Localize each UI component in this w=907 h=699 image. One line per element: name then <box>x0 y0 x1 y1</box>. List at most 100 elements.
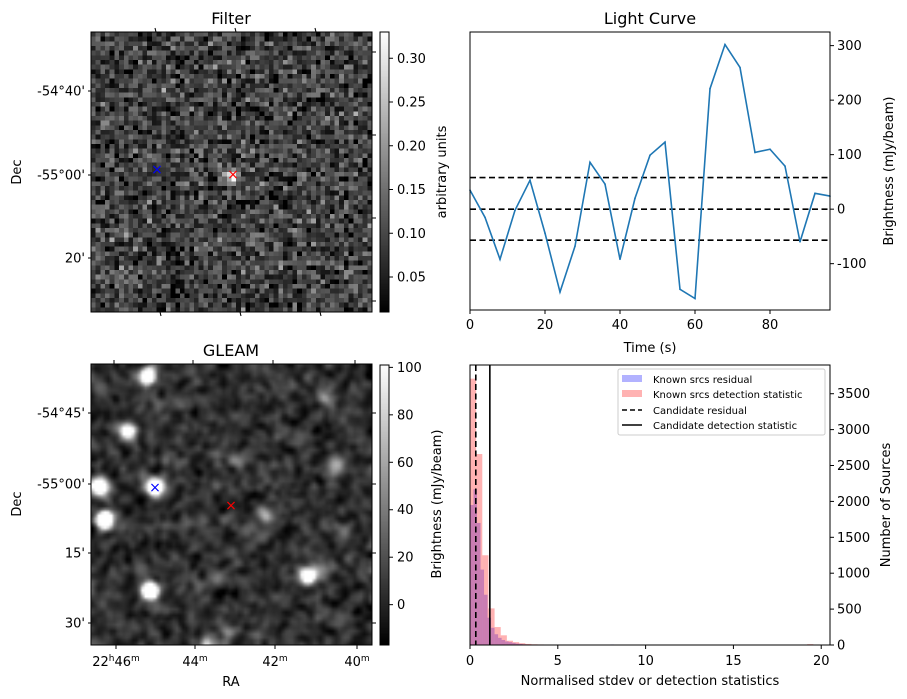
x-tick-label: 0 <box>466 654 474 669</box>
y-tick-label: 100 <box>837 148 862 163</box>
legend-label: Candidate residual <box>653 406 747 417</box>
histogram-bar <box>513 642 520 645</box>
histogram-bar <box>500 635 507 645</box>
gleam-xlabel: RA <box>222 675 240 690</box>
lightcurve-point <box>679 288 681 291</box>
histogram-bar <box>491 627 495 645</box>
colorbar-tick-label: 80 <box>397 408 414 423</box>
lightcurve-point <box>484 216 486 219</box>
histogram-bar <box>494 627 501 645</box>
legend-label: Known srcs residual <box>653 375 752 386</box>
colorbar-tick-label: 0.20 <box>397 139 426 154</box>
y-tick-label: 3500 <box>837 387 870 402</box>
histogram-bar <box>525 643 532 645</box>
y-tick-label: 2000 <box>837 495 870 510</box>
lightcurve-point <box>529 179 531 182</box>
histogram-bar <box>484 594 488 645</box>
gleam-ylabel: Dec <box>10 491 25 516</box>
x-tick-label: 80 <box>762 318 779 333</box>
ra-tick-label: 42m <box>262 654 287 670</box>
ra-tick-label: 22h46m <box>92 654 140 670</box>
x-tick-label: 10 <box>637 654 654 669</box>
lightcurve-point <box>499 258 501 261</box>
colorbar-tick-label: 60 <box>397 456 414 471</box>
x-tick-label: 20 <box>813 654 830 669</box>
lightcurve-point <box>694 297 696 300</box>
filter-image <box>91 32 372 312</box>
filter-ylabel: Dec <box>10 159 25 184</box>
colorbar-tick-label: 20 <box>397 551 414 566</box>
y-tick-label: 0 <box>837 639 845 654</box>
lightcurve-point <box>709 87 711 90</box>
lightcurve-xlabel: Time (s) <box>623 341 677 356</box>
dec-tick-label: 20' <box>65 252 85 267</box>
histogram-bar <box>488 608 495 645</box>
histogram-bar <box>480 569 485 645</box>
legend-label: Candidate detection statistic <box>653 421 797 432</box>
lightcurve-point <box>724 43 726 46</box>
colorbar-tick-label: 100 <box>397 361 422 376</box>
ra-tick-label: 44m <box>182 654 207 670</box>
candidate-marker: × <box>227 167 239 183</box>
colorbar-tick-label: 40 <box>397 503 414 518</box>
histogram-bar <box>470 378 477 645</box>
known-source-marker: × <box>149 480 161 496</box>
lightcurve-line <box>469 42 831 300</box>
lightcurve-point <box>664 141 666 143</box>
candidate-marker: × <box>225 498 237 514</box>
gleam-colorbar <box>380 365 389 645</box>
gleam-colorbar-frame <box>379 364 390 646</box>
y-tick-label: -100 <box>837 257 867 272</box>
lightcurve-point <box>559 291 561 293</box>
histogram-ylabel: Number of Sources <box>879 443 894 568</box>
lightcurve-frame <box>469 31 831 311</box>
lightcurve-ylabel: Brightness (mJy/beam) <box>882 97 897 246</box>
x-tick-label: 20 <box>537 318 554 333</box>
x-tick-label: 60 <box>687 318 704 333</box>
filter-frame <box>90 31 373 313</box>
ra-tick <box>159 311 162 317</box>
ra-tick <box>239 311 242 317</box>
histogram-bar <box>476 454 483 645</box>
y-tick-label: 500 <box>837 603 862 618</box>
legend-swatch-detection <box>622 390 642 397</box>
lightcurve-title: Light Curve <box>604 9 696 28</box>
y-tick-label: 3000 <box>837 423 870 438</box>
histogram-bar <box>482 555 489 645</box>
known-source-marker: × <box>151 162 163 178</box>
legend-label: Known srcs detection statistic <box>653 390 802 401</box>
lightcurve-point <box>784 165 786 167</box>
dec-tick-label: -54°40' <box>37 85 85 100</box>
ra-tick-label: 40m <box>344 654 369 670</box>
lightcurve-point <box>814 192 816 195</box>
colorbar-tick-label: 0.15 <box>397 183 426 198</box>
colorbar-tick-label: 0.30 <box>397 52 426 67</box>
colorbar-tick-label: 0.10 <box>397 227 426 242</box>
y-tick-label: 0 <box>837 203 845 218</box>
histogram-bar <box>477 522 481 645</box>
dec-tick-label: -54°45' <box>37 407 85 422</box>
histogram-legend: Known srcs residual Known srcs detection… <box>617 368 826 436</box>
y-tick-label: 1000 <box>837 567 870 582</box>
lightcurve-point <box>589 161 591 164</box>
dec-tick-label: -55°00' <box>37 169 85 184</box>
histogram-bar <box>519 643 526 645</box>
lightcurve-point <box>574 245 576 248</box>
lightcurve-point <box>754 151 756 154</box>
y-tick-label: 200 <box>837 94 862 109</box>
dec-tick-label: 15' <box>65 547 85 562</box>
gleam-colorbar-label: Brightness (mJy/beam) <box>430 430 445 579</box>
filter-colorbar-label: arbitrary units <box>435 125 450 218</box>
lightcurve-point <box>619 258 621 261</box>
ra-tick <box>314 27 317 33</box>
x-tick-label: 40 <box>612 318 629 333</box>
legend-swatch-residual <box>622 375 642 382</box>
ra-tick <box>319 311 322 317</box>
histogram-bar <box>505 641 509 645</box>
colorbar-tick-label: 0.25 <box>397 96 426 111</box>
filter-colorbar-frame <box>379 31 390 313</box>
dec-tick-label: -55°00' <box>37 478 85 493</box>
lightcurve-point <box>544 232 546 234</box>
histogram-bar <box>515 643 520 645</box>
